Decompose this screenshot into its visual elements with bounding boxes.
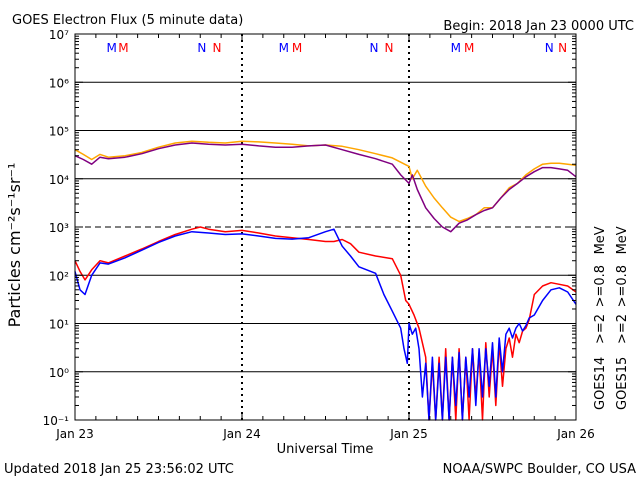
legend-item: >=2 [593,314,608,344]
legend-item: >=0.8 [615,265,630,307]
event-marker: N [197,41,206,55]
credit: NOAA/SWPC Boulder, CO USA [443,462,636,477]
y-tick-label: 10⁴ [49,173,69,187]
x-axis-ticks: Jan 23 Jan 24 Jan 25 Jan 26 [55,34,595,441]
event-marker: M [118,41,128,55]
x-tick-label: Jan 24 [222,427,261,441]
series-line [74,142,577,233]
x-tick-label: Jan 26 [556,427,595,441]
event-marker: M [279,41,289,55]
begin-date: Begin: 2018 Jan 23 0000 UTC [443,19,634,34]
y-axis-ticks: 10⁻¹ 10⁰ 10¹ 10² 10³ 10⁴ 10⁵ 10⁶ 10⁷ [43,28,576,428]
y-tick-label: 10⁶ [49,76,69,90]
legend-item: >=0.8 [593,265,608,307]
legend: GOES14 >=2 >=0.8 MeV GOES15 >=2 >=0.8 MeV [593,226,630,410]
event-marker: M [451,41,461,55]
event-marker: M [292,41,302,55]
legend-item: >=2 [615,314,630,344]
legend-group: GOES14 >=2 >=0.8 MeV [593,226,608,410]
legend-satellite: GOES15 [615,357,630,410]
y-tick-label: 10² [49,269,69,283]
series-layer [74,140,577,421]
x-tick-label: Jan 25 [389,427,428,441]
event-marker: N [558,41,567,55]
event-marker: N [545,41,554,55]
series-line [74,140,577,223]
series-line [74,228,577,421]
legend-satellite: GOES14 [593,357,608,410]
y-tick-label: 10⁵ [49,125,69,139]
event-marker: N [369,41,378,55]
x-tick-label: Jan 23 [55,427,94,441]
day-separators [241,34,410,420]
event-marker: N [384,41,393,55]
y-tick-label: 10⁷ [49,28,69,42]
y-tick-label: 10¹ [49,318,69,332]
gridlines [75,81,576,373]
legend-item: MeV [593,226,608,254]
y-tick-label: 10³ [49,221,69,235]
chart-title: GOES Electron Flux (5 minute data) [12,13,243,28]
y-tick-label: 10⁻¹ [43,414,70,428]
legend-group: GOES15 >=2 >=0.8 MeV [615,226,630,410]
event-marker: M [107,41,117,55]
legend-item: MeV [615,226,630,254]
y-tick-label: 10⁰ [49,366,69,380]
x-axis-label: Universal Time [277,442,374,457]
event-marker: M [464,41,474,55]
y-axis-label: Particles cm⁻²s⁻¹sr⁻¹ [5,163,24,328]
updated-timestamp: Updated 2018 Jan 25 23:56:02 UTC [4,462,234,477]
event-marker: N [212,41,221,55]
